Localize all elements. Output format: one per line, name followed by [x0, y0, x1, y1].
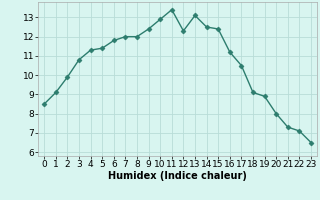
X-axis label: Humidex (Indice chaleur): Humidex (Indice chaleur) [108, 171, 247, 181]
